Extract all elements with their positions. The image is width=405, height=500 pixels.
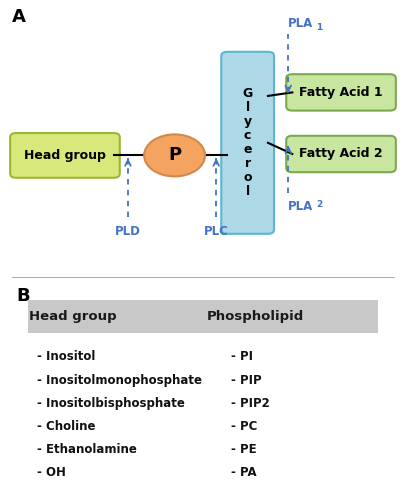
- FancyBboxPatch shape: [286, 74, 395, 110]
- Text: 2: 2: [315, 200, 321, 209]
- Text: Phospholipid: Phospholipid: [207, 310, 304, 323]
- Text: Fatty Acid 1: Fatty Acid 1: [298, 86, 382, 99]
- Text: PLD: PLD: [115, 226, 141, 238]
- Text: - PIP2: - PIP2: [231, 396, 269, 409]
- Text: PLA: PLA: [288, 17, 313, 30]
- Text: - PE: - PE: [231, 443, 256, 456]
- Text: - Inositol: - Inositol: [36, 350, 95, 364]
- Text: G
l
y
c
e
r
o
l: G l y c e r o l: [242, 88, 252, 198]
- Text: - Choline: - Choline: [36, 420, 95, 433]
- FancyBboxPatch shape: [28, 300, 377, 333]
- Text: - PA: - PA: [231, 466, 256, 479]
- FancyBboxPatch shape: [286, 136, 395, 172]
- Text: Fatty Acid 2: Fatty Acid 2: [298, 148, 382, 160]
- FancyBboxPatch shape: [10, 133, 119, 178]
- Text: - PIP: - PIP: [231, 374, 261, 386]
- Text: P: P: [168, 146, 181, 164]
- Text: - Inositolmonophosphate: - Inositolmonophosphate: [36, 374, 201, 386]
- FancyBboxPatch shape: [221, 52, 273, 234]
- Circle shape: [144, 134, 205, 176]
- Text: - Ethanolamine: - Ethanolamine: [36, 443, 136, 456]
- Text: - OH: - OH: [36, 466, 65, 479]
- Text: Head group: Head group: [24, 149, 106, 162]
- Text: 1: 1: [315, 22, 321, 32]
- Text: B: B: [16, 286, 30, 304]
- Text: A: A: [12, 8, 26, 26]
- Text: PLC: PLC: [203, 226, 228, 238]
- Text: - PI: - PI: [231, 350, 253, 364]
- Text: - PC: - PC: [231, 420, 257, 433]
- Text: PLA: PLA: [288, 200, 313, 213]
- Text: - Inositolbisphosphate: - Inositolbisphosphate: [36, 396, 184, 409]
- Text: Head group: Head group: [29, 310, 117, 323]
